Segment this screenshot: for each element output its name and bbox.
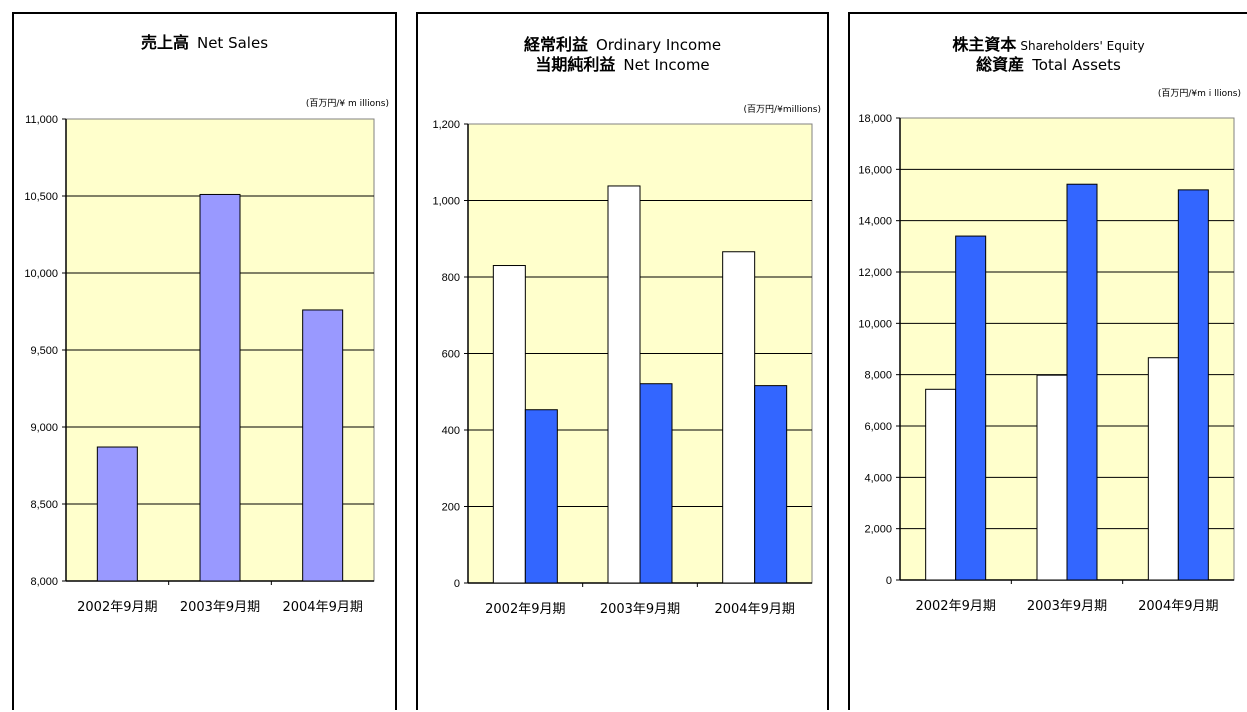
bar: [925, 388, 957, 581]
bar: [1147, 357, 1179, 581]
title-en: Ordinary Income: [595, 36, 722, 54]
y-tick-label: 10,500: [24, 191, 58, 203]
x-tick-label: 2002年9月期: [915, 599, 995, 614]
bar: [607, 185, 641, 584]
title2-en: Net Income: [623, 56, 710, 74]
y-tick-label: 8,000: [30, 576, 58, 588]
bar: [524, 409, 558, 584]
y-tick-label: 16,000: [858, 164, 892, 176]
equity-assets-panel: 株主資本 Shareholders' Equity 総資産 Total Assets…: [848, 12, 1247, 710]
y-tick-label: 0: [454, 578, 460, 590]
title-jp: 経常利益: [523, 35, 588, 54]
x-tick-label: 2003年9月期: [180, 600, 260, 615]
title2-jp: 総資産: [976, 55, 1025, 74]
y-tick-label: 14,000: [858, 216, 892, 228]
y-tick-label: 4,000: [864, 472, 892, 484]
y-tick-label: 18,000: [858, 113, 892, 125]
x-tick-label: 2004年9月期: [282, 600, 362, 615]
x-tick-label: 2004年9月期: [714, 602, 794, 617]
title-en: Net Sales: [196, 34, 269, 52]
x-tick-label: 2002年9月期: [485, 602, 565, 617]
chart-title: 株主資本 Shareholders' Equity: [850, 36, 1247, 55]
y-tick-label: 11,000: [25, 114, 58, 126]
y-tick-label: 400: [442, 425, 460, 437]
y-tick-label: 8,500: [30, 499, 58, 511]
y-tick-label: 800: [442, 272, 460, 284]
y-tick-label: 9,500: [30, 345, 58, 357]
bar: [639, 383, 673, 584]
y-tick-label: 9,000: [30, 422, 58, 434]
y-tick-label: 10,000: [24, 268, 58, 280]
unit-label: (百万円/¥millions): [743, 105, 821, 115]
title-en: Shareholders' Equity: [1020, 39, 1145, 53]
y-tick-label: 6,000: [864, 421, 892, 433]
bar: [1036, 374, 1068, 581]
y-tick-label: 0: [886, 575, 892, 587]
bar: [722, 251, 756, 584]
chart-title-2: 総資産 Total Assets: [850, 55, 1247, 75]
x-tick-label: 2003年9月期: [600, 602, 680, 617]
y-tick-label: 8,000: [864, 370, 892, 382]
unit-label: (百万円/¥m i llions): [1157, 89, 1241, 99]
y-tick-label: 1,000: [432, 196, 460, 208]
y-tick-label: 1,200: [432, 119, 460, 131]
bar: [96, 446, 138, 582]
chart-title: 売上高 Net Sales: [14, 33, 395, 53]
x-tick-label: 2003年9月期: [1027, 599, 1107, 614]
title-jp: 売上高: [140, 33, 189, 52]
net-sales-chart: 8,000 8,500 9,000 9,500 10,000 10,500 11,000 20…: [24, 114, 375, 615]
title2-jp: 当期純利益: [535, 55, 616, 74]
y-tick-label: 12,000: [858, 267, 892, 279]
bar: [1066, 183, 1098, 581]
bar: [754, 385, 788, 584]
y-tick-label: 600: [442, 349, 460, 361]
equity-assets-chart: 0 2,000 4,000 6,000 8,000 10,000 12,000 14,000 1…: [858, 113, 1235, 614]
title-jp: 株主資本: [952, 35, 1017, 54]
bar: [1177, 189, 1209, 581]
bar: [492, 265, 526, 584]
y-tick-label: 200: [442, 502, 460, 514]
bar: [302, 309, 344, 582]
income-panel: 経常利益 Ordinary Income 当期純利益 Net Income (百万円…: [416, 12, 829, 710]
title2-en: Total Assets: [1032, 56, 1121, 74]
y-tick-label: 10,000: [858, 318, 892, 330]
unit-label: (百万円/¥ m illions): [305, 99, 389, 109]
y-tick-label: 2,000: [864, 524, 892, 536]
bar: [199, 193, 241, 582]
net-sales-panel: 売上高 Net Sales (百万円/¥ m illions) 8,000 8,50…: [12, 12, 397, 710]
x-tick-label: 2002年9月期: [77, 600, 157, 615]
chart-title: 経常利益 Ordinary Income: [418, 35, 827, 55]
bar: [955, 235, 987, 581]
income-chart: 0 200 400 600 800 1,000 1,200 2002年9月期 2003年9月期 2…: [432, 119, 813, 617]
chart-title-2: 当期純利益 Net Income: [418, 55, 827, 75]
x-tick-label: 2004年9月期: [1138, 599, 1218, 614]
